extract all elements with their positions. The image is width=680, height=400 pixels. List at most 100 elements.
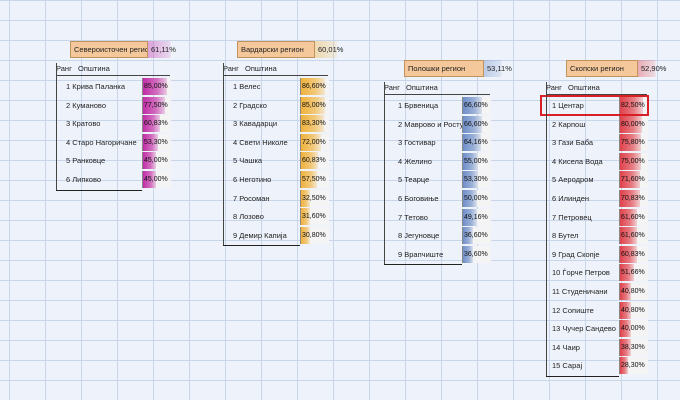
municipality-name: 9 Демир Капија bbox=[233, 230, 287, 240]
table-row[interactable]: 11 Студеничани 40,80% bbox=[546, 282, 648, 301]
rank-column-header[interactable]: Ранг bbox=[546, 83, 562, 92]
value-cell: 86,60% bbox=[300, 78, 329, 95]
municipality-name: 2 Маврово и Ростуше bbox=[398, 119, 474, 129]
value-cell: 75,00% bbox=[619, 152, 648, 170]
region-title[interactable]: Скопски регион bbox=[566, 60, 638, 77]
percentage-value: 38,30% bbox=[621, 343, 645, 351]
table-row[interactable]: 7 Тетово 49,16% bbox=[384, 208, 491, 227]
table-row[interactable]: 2 Маврово и Ростуше 66,60% bbox=[384, 115, 491, 134]
table-row[interactable]: 5 Теарце 53,30% bbox=[384, 170, 491, 189]
table-row[interactable]: 7 Петровец 61,60% bbox=[546, 208, 648, 227]
table-row[interactable]: 12 Сопиште 40,80% bbox=[546, 301, 648, 320]
table-row[interactable]: 14 Чаир 38,30% bbox=[546, 338, 648, 357]
municipality-name: 6 Боговиње bbox=[398, 193, 439, 203]
table-row[interactable]: 7 Росоман 32,50% bbox=[223, 189, 329, 208]
column-headers: Ранг Општина bbox=[384, 82, 490, 95]
table-row[interactable]: 9 Град Скопје 60,83% bbox=[546, 245, 648, 264]
region-percentage[interactable]: 60,01% bbox=[315, 41, 352, 58]
table-row[interactable]: 8 Јегуновце 36,60% bbox=[384, 226, 491, 245]
table-row[interactable]: 3 Гази Баба 75,80% bbox=[546, 133, 648, 152]
table-bottom-border bbox=[384, 264, 462, 266]
municipality-name: 12 Сопиште bbox=[552, 305, 594, 315]
percentage-value: 51,66% bbox=[621, 269, 645, 277]
table-row[interactable]: 6 Неготино 57,50% bbox=[223, 170, 329, 189]
table-row[interactable]: 3 Кавадарци 83,30% bbox=[223, 114, 329, 133]
table-row[interactable]: 13 Чучер Сандево 40,00% bbox=[546, 319, 648, 338]
percentage-value: 45,00% bbox=[144, 175, 168, 183]
table-row[interactable]: 8 Лозово 31,60% bbox=[223, 207, 329, 226]
region-percentage[interactable]: 61,11% bbox=[148, 41, 185, 58]
table-row[interactable]: 10 Ѓорче Петров 51,66% bbox=[546, 263, 648, 282]
municipality-column-header[interactable]: Општина bbox=[406, 83, 438, 92]
table-row[interactable]: 5 Аеродром 71,60% bbox=[546, 170, 648, 189]
value-databar bbox=[463, 97, 482, 114]
table-row[interactable]: 5 Ранковце 45,00% bbox=[56, 151, 171, 170]
value-cell: 72,00% bbox=[300, 133, 329, 151]
region-percentage[interactable]: 53,11% bbox=[484, 60, 517, 77]
percentage-value: 82,50% bbox=[621, 102, 645, 109]
table-row[interactable]: 15 Сарај 28,30% bbox=[546, 356, 648, 375]
table-row[interactable]: 4 Свети Николе 72,00% bbox=[223, 133, 329, 152]
value-databar bbox=[143, 152, 156, 170]
value-cell: 55,00% bbox=[462, 152, 491, 170]
table-row[interactable]: 1 Центар 82,50% bbox=[546, 96, 648, 115]
value-databar bbox=[301, 152, 319, 170]
table-bottom-border bbox=[546, 376, 619, 377]
municipality-name: 1 Центар bbox=[552, 101, 584, 110]
municipality-column-header[interactable]: Општина bbox=[245, 64, 277, 73]
table-row[interactable]: 1 Крива Паланка 85,00% bbox=[56, 77, 171, 96]
municipality-name: 5 Чашка bbox=[233, 156, 263, 166]
table-row[interactable]: 3 Гостивар 64,16% bbox=[384, 133, 491, 152]
value-databar bbox=[620, 245, 638, 263]
value-databar bbox=[301, 170, 318, 188]
value-cell: 51,66% bbox=[619, 264, 648, 282]
municipality-name: 11 Студеничани bbox=[552, 286, 608, 296]
table-row[interactable]: 9 Демир Капија 30,80% bbox=[223, 226, 329, 245]
municipality-name: 6 Илинден bbox=[552, 193, 590, 203]
table-row[interactable]: 6 Липково 45,00% bbox=[56, 170, 171, 189]
municipality-name: 7 Росоман bbox=[233, 193, 270, 203]
rank-column-header[interactable]: Ранг bbox=[223, 64, 239, 73]
value-databar bbox=[620, 338, 631, 356]
value-databar bbox=[620, 282, 632, 300]
region-title[interactable]: Североисточен регион bbox=[70, 41, 148, 58]
table-row[interactable]: 4 Старо Нагоричане 53,30% bbox=[56, 133, 171, 152]
table-row[interactable]: 4 Кисела Вода 75,00% bbox=[546, 152, 648, 171]
value-cell: 64,16% bbox=[462, 134, 491, 152]
rank-column-header[interactable]: Ранг bbox=[56, 64, 72, 73]
value-cell: 60,83% bbox=[142, 115, 171, 133]
ranking-rows: 1 Крива Паланка 85,00% 2 Куманово 77,50% 3 К… bbox=[56, 77, 171, 189]
percentage-value: 45,00% bbox=[144, 157, 168, 165]
table-row[interactable]: 2 Градско 85,00% bbox=[223, 96, 329, 115]
table-row[interactable]: 9 Врапчиште 36,60% bbox=[384, 245, 491, 264]
table-row[interactable]: 6 Боговиње 50,00% bbox=[384, 189, 491, 208]
table-row[interactable]: 8 Бутел 61,60% bbox=[546, 226, 648, 245]
rank-column-header[interactable]: Ранг bbox=[384, 83, 400, 92]
region-percentage[interactable]: 52,90% bbox=[638, 60, 671, 77]
table-row[interactable]: 1 Брвеница 66,60% bbox=[384, 96, 491, 115]
region-header: Вардарски регион 60,01% bbox=[237, 41, 352, 58]
region-title[interactable]: Полошки регион bbox=[404, 60, 484, 77]
table-row[interactable]: 4 Желино 55,00% bbox=[384, 152, 491, 171]
value-databar bbox=[143, 170, 156, 188]
table-row[interactable]: 2 Карпош 80,00% bbox=[546, 115, 648, 134]
table-row[interactable]: 5 Чашка 60,83% bbox=[223, 151, 329, 170]
table-row[interactable]: 1 Велес 86,60% bbox=[223, 77, 329, 96]
municipality-column-header[interactable]: Општина bbox=[78, 64, 110, 73]
region-title[interactable]: Вардарски регион bbox=[237, 41, 315, 58]
value-cell: 85,00% bbox=[300, 96, 329, 114]
municipality-name: 4 Кисела Вода bbox=[552, 156, 603, 166]
table-row[interactable]: 3 Кратово 60,83% bbox=[56, 114, 171, 133]
value-databar bbox=[301, 208, 310, 226]
percentage-value: 61,60% bbox=[621, 232, 645, 240]
table-row[interactable]: 6 Илинден 70,83% bbox=[546, 189, 648, 208]
municipality-name: 3 Кратово bbox=[66, 119, 101, 129]
value-cell: 71,60% bbox=[619, 171, 648, 189]
municipality-column-header[interactable]: Општина bbox=[568, 83, 600, 92]
percentage-value: 31,60% bbox=[302, 213, 326, 221]
table-row[interactable]: 2 Куманово 77,50% bbox=[56, 96, 171, 115]
value-databar bbox=[620, 320, 632, 338]
municipality-name: 3 Кавадарци bbox=[233, 119, 278, 129]
value-databar bbox=[143, 115, 161, 133]
municipality-name: 2 Куманово bbox=[66, 100, 107, 110]
